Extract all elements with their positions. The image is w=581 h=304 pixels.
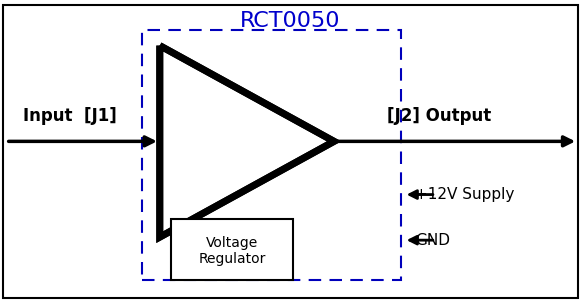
Text: Input  [J1]: Input [J1] [23, 107, 117, 125]
Polygon shape [160, 46, 334, 237]
Text: Voltage
Regulator: Voltage Regulator [199, 236, 266, 266]
Text: GND: GND [415, 233, 450, 248]
Bar [142, 30, 401, 280]
Text: [J2] Output: [J2] Output [386, 107, 491, 125]
Bar [171, 219, 293, 280]
Text: +12V Supply: +12V Supply [415, 187, 515, 202]
Text: RCT0050: RCT0050 [241, 11, 340, 31]
